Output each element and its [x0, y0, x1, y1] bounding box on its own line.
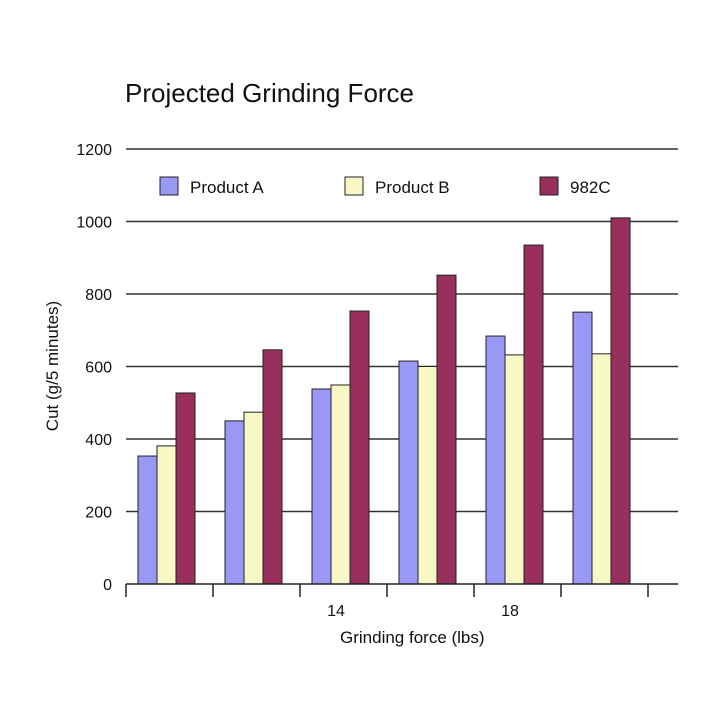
bar-product-a: [572, 311, 593, 585]
bar-product-b: [504, 354, 525, 585]
y-tick-label: 0: [103, 577, 112, 594]
bar-product-a: [485, 335, 506, 585]
bar-product-b: [417, 366, 438, 585]
legend-swatch: [344, 176, 364, 196]
bar-product-b: [330, 384, 351, 585]
y-axis-label: Cut (g/5 minutes): [43, 301, 62, 431]
legend-swatch: [539, 176, 559, 196]
legend-label: Product B: [375, 178, 450, 197]
bar-982c: [610, 217, 631, 585]
bar-product-a: [398, 360, 419, 585]
x-tick-label: 18: [501, 603, 519, 620]
bar-product-b: [243, 411, 264, 585]
bar-982c: [262, 349, 283, 585]
legend-swatch: [159, 176, 179, 196]
y-tick-label: 800: [85, 287, 112, 304]
chart-title: Projected Grinding Force: [125, 78, 414, 108]
bar-982c: [436, 274, 457, 585]
y-tick-label: 1000: [76, 215, 112, 232]
legend-label: Product A: [190, 178, 264, 197]
bar-982c: [175, 392, 196, 585]
x-tick-label: 14: [327, 603, 345, 620]
bar-982c: [523, 244, 544, 585]
y-tick-label: 200: [85, 505, 112, 522]
bar-product-b: [156, 445, 177, 585]
y-tick-label: 400: [85, 432, 112, 449]
bar-product-a: [137, 455, 158, 585]
x-axis-label: Grinding force (lbs): [340, 628, 485, 647]
bar-product-a: [311, 388, 332, 585]
bar-982c: [349, 310, 370, 585]
y-tick-label: 1200: [76, 142, 112, 159]
y-tick-label: 600: [85, 360, 112, 377]
bar-product-b: [591, 353, 612, 585]
legend-label: 982C: [570, 178, 611, 197]
bar-product-a: [224, 420, 245, 585]
